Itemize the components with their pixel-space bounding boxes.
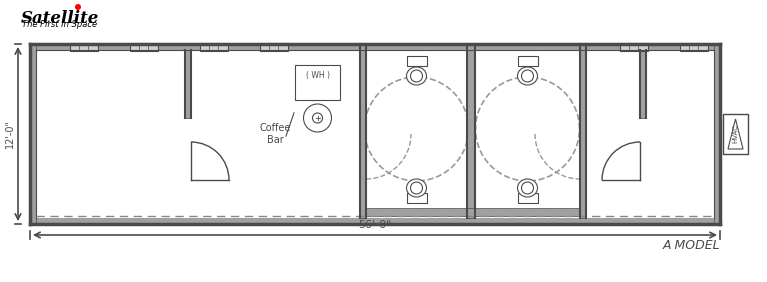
Bar: [185, 50, 191, 118]
Text: ( WH ): ( WH ): [305, 71, 330, 80]
Circle shape: [410, 70, 423, 82]
Bar: [407, 56, 426, 66]
Text: Coffee
Bar: Coffee Bar: [259, 123, 291, 145]
Circle shape: [304, 104, 331, 132]
Bar: [518, 193, 538, 203]
Bar: [714, 44, 720, 224]
Bar: [30, 44, 36, 224]
Bar: [360, 44, 366, 218]
Circle shape: [312, 113, 322, 123]
Bar: [30, 218, 720, 224]
Bar: [580, 44, 586, 218]
Bar: [680, 43, 708, 51]
Ellipse shape: [407, 67, 426, 85]
Circle shape: [410, 182, 423, 194]
Bar: [467, 44, 475, 218]
Circle shape: [522, 182, 534, 194]
Bar: [620, 43, 648, 51]
Bar: [640, 50, 646, 118]
Bar: [30, 44, 720, 50]
Text: The First In Space: The First In Space: [22, 20, 97, 29]
Ellipse shape: [518, 179, 538, 197]
Ellipse shape: [518, 67, 538, 85]
Circle shape: [522, 70, 534, 82]
Polygon shape: [728, 119, 743, 149]
Text: 56'-0": 56'-0": [358, 220, 392, 230]
Bar: [70, 43, 98, 51]
Bar: [130, 43, 158, 51]
Bar: [518, 56, 538, 66]
Text: 12'-0": 12'-0": [5, 120, 15, 149]
Bar: [295, 65, 340, 100]
Bar: [260, 43, 288, 51]
Bar: [366, 208, 580, 216]
Bar: [723, 114, 748, 154]
Bar: [407, 193, 426, 203]
Text: Satellite: Satellite: [21, 10, 99, 27]
Circle shape: [75, 4, 81, 10]
Ellipse shape: [407, 179, 426, 197]
Text: HVAC: HVAC: [732, 125, 739, 144]
Text: A MODEL: A MODEL: [663, 239, 720, 252]
Bar: [200, 43, 228, 51]
